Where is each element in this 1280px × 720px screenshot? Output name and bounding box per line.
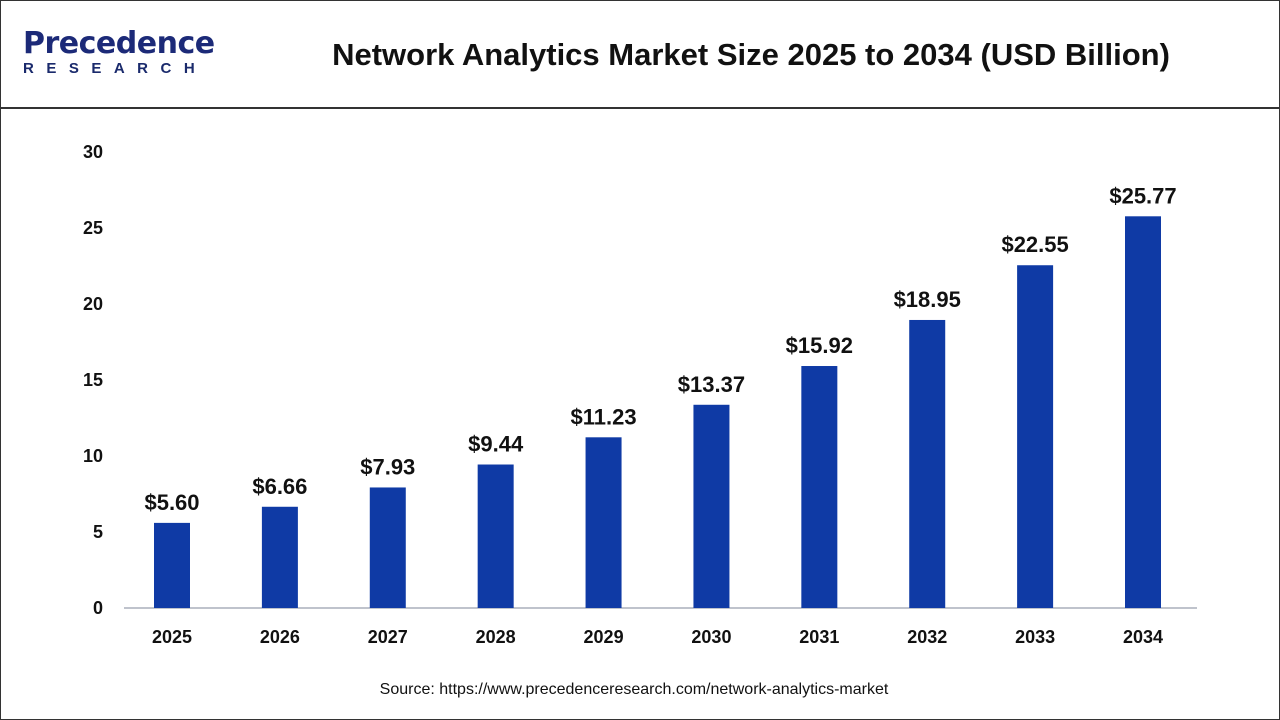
header: Precedence RESEARCH Network Analytics Ma… <box>1 1 1279 109</box>
bar-2033 <box>1017 265 1054 608</box>
logo-wordmark: Precedence <box>23 26 215 61</box>
data-label: $6.66 <box>252 474 307 499</box>
x-tick-label: 2034 <box>1123 627 1163 647</box>
bar-chart: 051015202530$5.602025$6.662026$7.932027$… <box>83 142 1197 647</box>
bar-2027 <box>369 487 406 608</box>
bar-2031 <box>801 366 838 608</box>
data-label: $9.44 <box>468 432 524 457</box>
bar-2028 <box>477 464 514 608</box>
x-tick-label: 2029 <box>584 627 624 647</box>
source-note: Source: https://www.precedenceresearch.c… <box>379 681 889 698</box>
data-label: $11.23 <box>571 404 637 429</box>
chart-title: Network Analytics Market Size 2025 to 20… <box>332 37 1170 72</box>
x-tick-label: 2028 <box>476 627 516 647</box>
data-label: $13.37 <box>678 372 745 397</box>
bar-2026 <box>261 506 298 608</box>
bar-2032 <box>909 319 946 608</box>
data-label: $15.92 <box>786 333 853 358</box>
bar-2029 <box>585 437 622 608</box>
x-tick-label: 2031 <box>799 627 839 647</box>
x-tick-label: 2032 <box>907 627 947 647</box>
x-tick-label: 2026 <box>260 627 300 647</box>
y-tick-label: 10 <box>83 446 103 466</box>
y-tick-label: 15 <box>83 370 103 390</box>
data-label: $5.60 <box>144 490 199 515</box>
bar-2030 <box>693 404 730 608</box>
x-tick-label: 2025 <box>152 627 192 647</box>
y-tick-label: 20 <box>83 294 103 314</box>
bar-2034 <box>1125 216 1161 608</box>
x-tick-label: 2030 <box>691 627 731 647</box>
logo-subtext: RESEARCH <box>23 60 208 77</box>
x-tick-label: 2033 <box>1015 627 1055 647</box>
precedence-research-logo: Precedence RESEARCH <box>23 29 215 77</box>
data-label: $18.95 <box>894 287 961 312</box>
y-tick-label: 25 <box>83 218 103 238</box>
y-tick-label: 0 <box>93 598 103 618</box>
x-tick-label: 2027 <box>368 627 408 647</box>
y-tick-label: 5 <box>93 522 103 542</box>
y-tick-label: 30 <box>83 142 103 162</box>
bar-2025 <box>154 522 190 608</box>
data-label: $22.55 <box>1001 232 1068 257</box>
data-label: $7.93 <box>360 454 415 479</box>
data-label: $25.77 <box>1109 183 1176 208</box>
